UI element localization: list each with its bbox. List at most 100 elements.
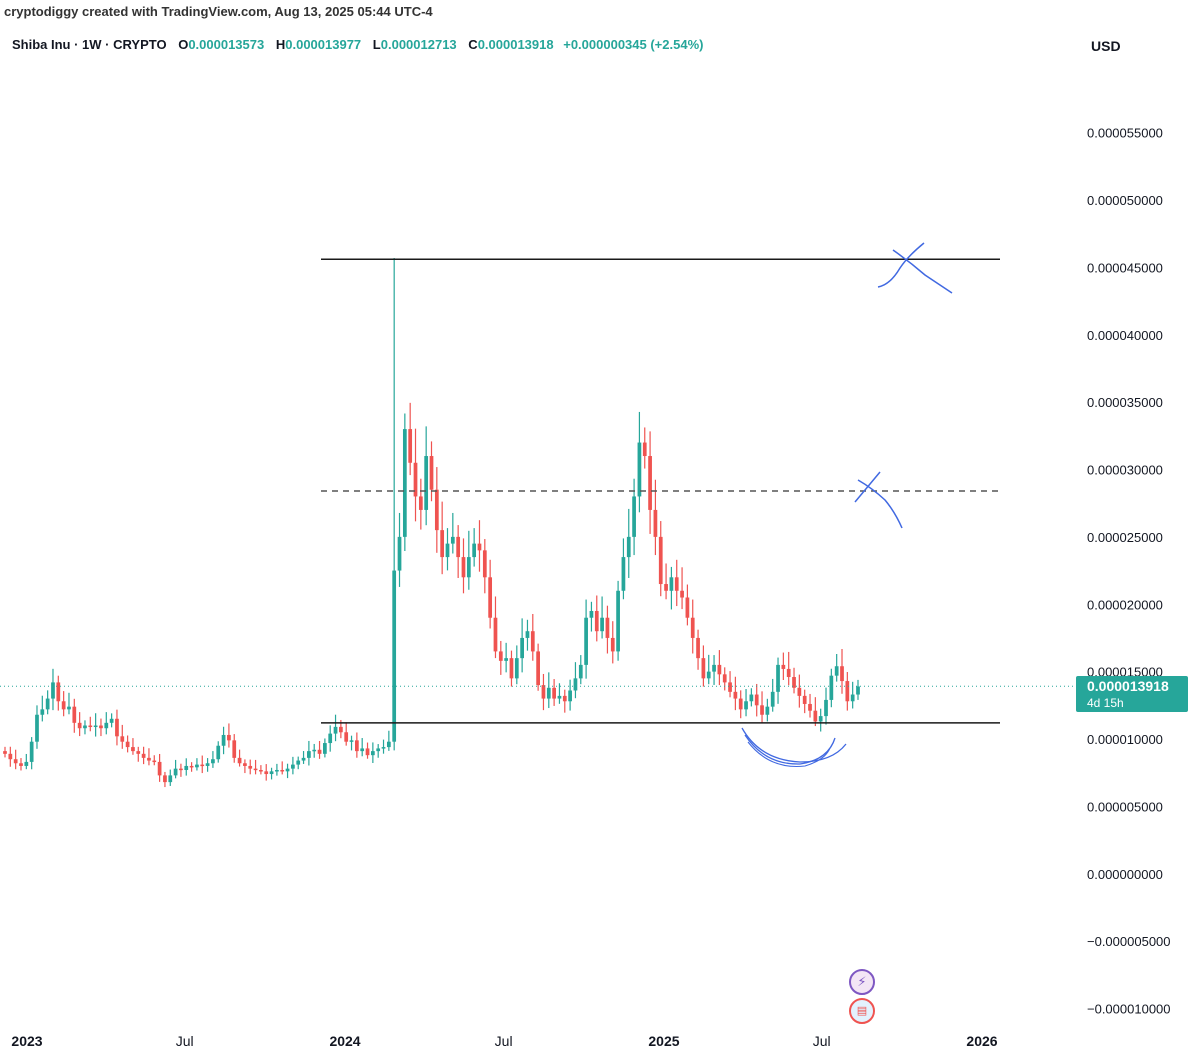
candle-body	[472, 543, 477, 558]
candle-body	[179, 768, 183, 771]
candle-body	[573, 678, 578, 691]
candle-countdown: 4d 15h	[1087, 696, 1124, 710]
candle-body	[301, 757, 306, 761]
candle-body	[786, 668, 791, 678]
y-tick-label: 0.000035000	[1087, 395, 1163, 410]
y-tick-label: 0.000000000	[1087, 867, 1163, 882]
candle-body	[760, 705, 764, 715]
candle-body	[24, 761, 29, 766]
candle-body	[147, 757, 151, 761]
y-tick-label: 0.000025000	[1087, 530, 1163, 545]
candle-body	[19, 763, 23, 766]
candle-body	[45, 698, 50, 710]
candle-body	[770, 691, 775, 707]
candle-body	[637, 442, 642, 497]
x-tick-label: 2023	[11, 1033, 42, 1049]
candle-body	[562, 695, 567, 702]
change-value: +0.000000345 (+2.54%)	[563, 37, 704, 52]
candle-body	[653, 509, 658, 537]
candle-body	[88, 725, 93, 728]
candle-body	[733, 691, 738, 699]
candle-body	[813, 710, 818, 722]
candle-body	[610, 637, 615, 652]
y-tick-label: 0.000045000	[1087, 260, 1163, 275]
candle-body	[120, 736, 125, 742]
y-tick-label: 0.000055000	[1087, 126, 1163, 141]
candle-body	[818, 716, 823, 722]
bottom-curve-mark	[747, 741, 831, 768]
candle-body	[61, 701, 66, 710]
candle-body	[744, 701, 748, 710]
x-tick-label: Jul	[495, 1033, 513, 1049]
us-flag-icon[interactable]: ▤	[849, 998, 875, 1024]
candle-body	[829, 675, 834, 700]
candle-body	[514, 658, 519, 679]
candle-body	[856, 686, 860, 695]
candle-body	[227, 734, 231, 741]
symbol-name[interactable]: Shiba Inu · 1W · CRYPTO	[12, 37, 167, 52]
candle-body	[616, 590, 620, 652]
candle-body	[56, 682, 61, 702]
low-value: 0.000012713	[380, 37, 457, 52]
open-label: O	[178, 37, 189, 52]
candle-body	[200, 764, 205, 767]
candle-body	[67, 706, 71, 710]
candle-body	[781, 664, 786, 669]
candle-body	[189, 765, 194, 768]
candle-body	[584, 617, 588, 665]
lightning-icon[interactable]: ⚡	[849, 969, 875, 995]
candle-body	[333, 726, 338, 734]
candle-body	[211, 759, 215, 764]
candle-body	[125, 741, 130, 748]
y-tick-label: −0.000005000	[1087, 934, 1171, 949]
candle-body	[845, 681, 850, 702]
candle-body	[626, 536, 631, 558]
candle-body	[600, 617, 604, 632]
high-label: H	[275, 37, 286, 52]
x-tick-label: 2024	[329, 1033, 360, 1049]
attribution-text: cryptodiggy created with TradingView.com…	[4, 4, 433, 19]
candle-body	[173, 768, 178, 776]
candle-body	[152, 760, 157, 763]
candle-body	[509, 658, 514, 679]
candle-body	[259, 769, 263, 772]
candle-body	[680, 590, 684, 598]
candle-body	[8, 753, 13, 760]
x-tick-label: Jul	[176, 1033, 194, 1049]
candle-body	[765, 706, 770, 715]
candle-body	[669, 577, 674, 591]
candle-body	[408, 429, 413, 463]
currency-label[interactable]: USD	[1091, 38, 1121, 54]
y-tick-label: 0.000030000	[1087, 463, 1163, 478]
candle-body	[296, 760, 301, 765]
open-value: 0.000013573	[188, 37, 265, 52]
candle-body	[317, 749, 322, 754]
x-tick-label: Jul	[813, 1033, 831, 1049]
candle-body	[530, 631, 535, 652]
candle-body	[104, 722, 109, 729]
candle-body	[594, 610, 599, 632]
y-tick-label: 0.000015000	[1087, 665, 1163, 680]
candle-body	[445, 543, 450, 558]
candle-body	[402, 429, 407, 537]
candle-body	[589, 610, 594, 618]
candle-body	[546, 687, 551, 699]
candle-body	[312, 749, 317, 752]
candle-body	[232, 740, 237, 758]
candle-body	[642, 442, 647, 457]
candle-body	[434, 489, 439, 531]
current-price-tag: 0.000013918 4d 15h	[1076, 676, 1188, 712]
y-tick-label: 0.000010000	[1087, 732, 1163, 747]
low-label: L	[372, 37, 381, 52]
candle-body	[840, 666, 844, 682]
candle-body	[307, 751, 311, 758]
candle-body	[205, 763, 210, 766]
candle-body	[184, 765, 189, 770]
x-tick-label: 2026	[966, 1033, 997, 1049]
candle-body	[413, 462, 418, 497]
candle-body	[237, 757, 242, 764]
target-x-mark	[854, 471, 881, 503]
candle-body	[83, 725, 87, 729]
candle-body	[99, 725, 103, 729]
